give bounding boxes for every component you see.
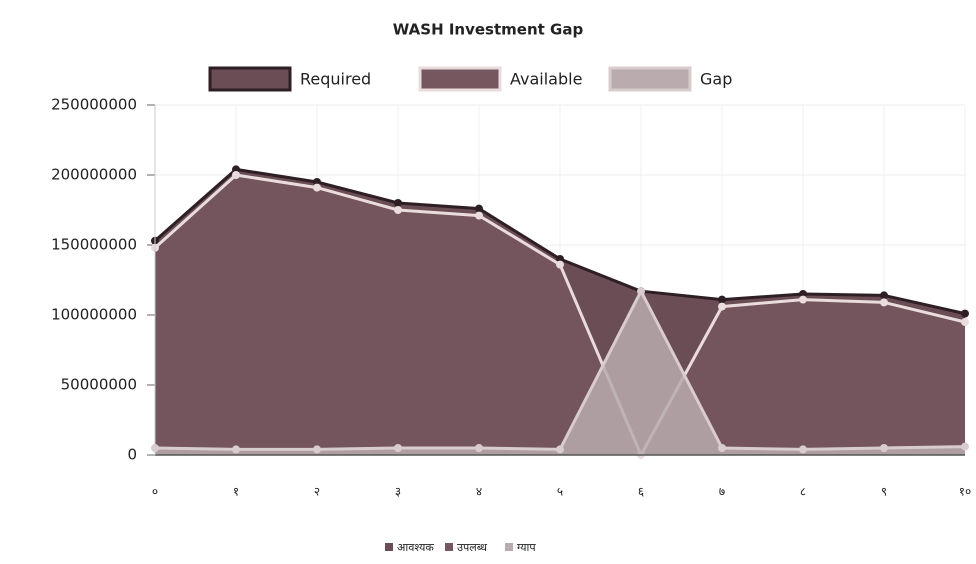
y-tick-label: 250000000 bbox=[51, 96, 137, 114]
point bbox=[880, 444, 888, 452]
legend-label: Required bbox=[300, 70, 371, 89]
point bbox=[475, 204, 483, 213]
point bbox=[232, 445, 240, 454]
point bbox=[637, 287, 645, 296]
y-tick-label: 150000000 bbox=[51, 236, 137, 254]
x-tick-label: ४ bbox=[476, 485, 482, 499]
local-legend-label: आवश्यक bbox=[397, 541, 434, 554]
x-tick-label: १० bbox=[959, 485, 971, 499]
x-tick-label: ९ bbox=[881, 485, 887, 499]
point bbox=[313, 183, 321, 192]
point bbox=[880, 298, 888, 307]
point bbox=[475, 444, 483, 452]
local-legend-label: उपलब्ध bbox=[457, 541, 488, 554]
legend-swatch bbox=[608, 66, 692, 92]
x-tick-label: १ bbox=[233, 485, 239, 499]
y-tick-label: 0 bbox=[127, 446, 137, 464]
local-legend-swatch bbox=[445, 543, 453, 551]
local-legend-swatch bbox=[505, 543, 513, 551]
legend-label: Available bbox=[510, 70, 582, 89]
legend-swatch bbox=[208, 66, 292, 92]
y-tick-label: 100000000 bbox=[51, 306, 137, 324]
point bbox=[961, 442, 969, 451]
point bbox=[475, 211, 483, 220]
point bbox=[313, 445, 321, 454]
point bbox=[961, 309, 969, 318]
legend-label: Gap bbox=[700, 70, 732, 89]
point bbox=[394, 206, 402, 214]
point bbox=[880, 291, 888, 300]
point bbox=[556, 445, 564, 454]
point bbox=[718, 295, 726, 304]
x-tick-label: ८ bbox=[800, 485, 806, 499]
point bbox=[556, 260, 564, 269]
point bbox=[718, 444, 726, 452]
x-tick-label: ० bbox=[152, 485, 158, 499]
point bbox=[799, 295, 807, 304]
point bbox=[394, 444, 402, 452]
legend-swatch bbox=[418, 66, 502, 92]
point bbox=[232, 165, 240, 174]
area bbox=[155, 175, 965, 455]
x-tick-label: ७ bbox=[719, 485, 725, 499]
y-tick-label: 50000000 bbox=[61, 376, 137, 394]
point bbox=[556, 255, 564, 263]
y-tick-label: 200000000 bbox=[51, 166, 137, 184]
local-legend-swatch bbox=[385, 543, 393, 551]
point bbox=[961, 318, 969, 326]
x-tick-label: ६ bbox=[638, 485, 644, 499]
point bbox=[718, 302, 726, 311]
point bbox=[799, 445, 807, 454]
point bbox=[799, 290, 807, 298]
point bbox=[313, 178, 321, 186]
x-tick-label: २ bbox=[314, 485, 320, 499]
point bbox=[394, 199, 402, 207]
local-legend-label: ग्याप bbox=[517, 541, 536, 554]
point bbox=[232, 171, 240, 179]
chart-title: WASH Investment Gap bbox=[393, 21, 584, 39]
x-tick-label: ५ bbox=[557, 485, 563, 499]
x-tick-label: ३ bbox=[395, 485, 401, 499]
